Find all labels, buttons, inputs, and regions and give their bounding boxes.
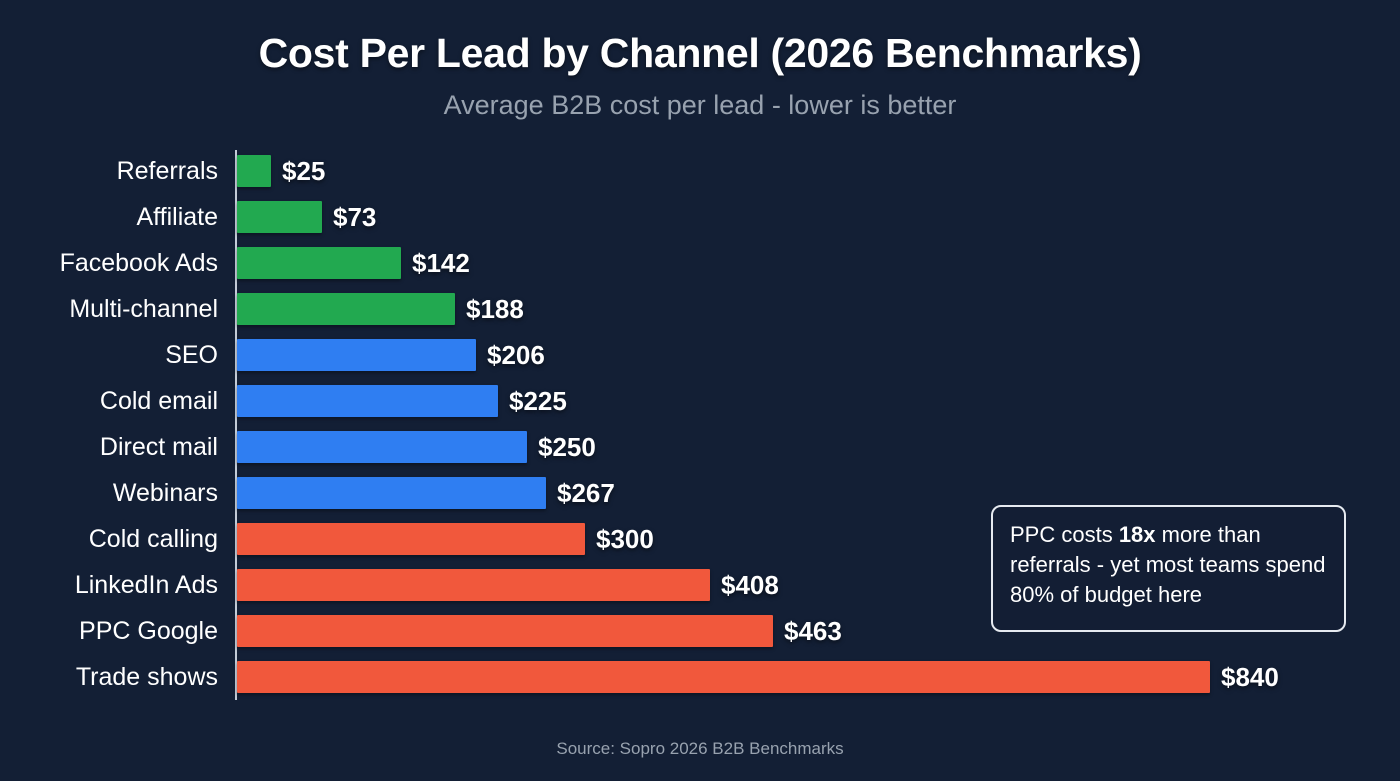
bar — [237, 477, 546, 509]
category-label: LinkedIn Ads — [74, 571, 218, 599]
bar-row: Cold calling $300 — [0, 516, 1400, 562]
category-label: Facebook Ads — [59, 249, 218, 277]
bar-value-label: $250 — [538, 432, 596, 462]
bar-row: Affiliate $73 — [0, 194, 1400, 240]
bar-value-label: $25 — [282, 156, 326, 186]
bar-row: Direct mail $250 — [0, 424, 1400, 470]
bar — [237, 615, 773, 647]
bar-value-label: $408 — [721, 570, 779, 600]
bar-row: Facebook Ads $142 — [0, 240, 1400, 286]
bar — [237, 385, 498, 417]
bar-row: SEO $206 — [0, 332, 1400, 378]
plot-area: Referrals $25 Affiliate $73 Facebook Ads $142… — [0, 148, 1400, 710]
ppc-callout-box: PPC costs 18x more than referrals - yet … — [991, 505, 1346, 632]
category-label: Cold calling — [88, 525, 218, 553]
y-axis-line — [235, 150, 237, 700]
callout-text-after: more than referrals - yet most teams spe… — [1010, 522, 1326, 607]
bar-value-label: $188 — [466, 294, 524, 324]
category-label: Referrals — [116, 157, 218, 185]
bar-row: PPC Google $463 — [0, 608, 1400, 654]
category-label: Cold email — [99, 387, 218, 415]
bar-row: Referrals $25 — [0, 148, 1400, 194]
category-label: Direct mail — [99, 433, 218, 461]
bar — [237, 523, 585, 555]
bar-row: Trade shows $840 — [0, 654, 1400, 700]
bar-value-label: $300 — [596, 524, 654, 554]
category-label: Trade shows — [75, 663, 218, 691]
category-label: Webinars — [112, 479, 218, 507]
bar-value-label: $840 — [1221, 662, 1279, 692]
bar-row: Cold email $225 — [0, 378, 1400, 424]
bar-value-label: $267 — [557, 478, 615, 508]
category-label: Multi-channel — [69, 295, 218, 323]
chart-title: Cost Per Lead by Channel (2026 Benchmark… — [258, 30, 1142, 76]
category-label: PPC Google — [79, 617, 218, 645]
callout-emphasis: 18x — [1118, 522, 1156, 547]
bar-row: Webinars $267 — [0, 470, 1400, 516]
chart-subtitle: Average B2B cost per lead - lower is bet… — [443, 90, 957, 120]
category-label: SEO — [165, 341, 218, 369]
bar — [237, 293, 455, 325]
bar-value-label: $73 — [333, 202, 377, 232]
bar-value-label: $206 — [487, 340, 545, 370]
ppc-callout-text: PPC costs 18x more than referrals - yet … — [1010, 520, 1327, 610]
bar — [237, 201, 322, 233]
bar-value-label: $463 — [784, 616, 842, 646]
bar — [237, 155, 271, 187]
bar-value-label: $225 — [509, 386, 567, 416]
bar — [237, 431, 527, 463]
bar — [237, 247, 401, 279]
bar — [237, 339, 476, 371]
source-note: Source: Sopro 2026 B2B Benchmarks — [556, 739, 844, 758]
bar — [237, 569, 710, 601]
category-label: Affiliate — [136, 203, 218, 231]
bar-row: LinkedIn Ads $408 — [0, 562, 1400, 608]
bar — [237, 661, 1210, 693]
bar-value-label: $142 — [412, 248, 470, 278]
bar-row: Multi-channel $188 — [0, 286, 1400, 332]
callout-text-before: PPC costs — [1010, 522, 1119, 547]
